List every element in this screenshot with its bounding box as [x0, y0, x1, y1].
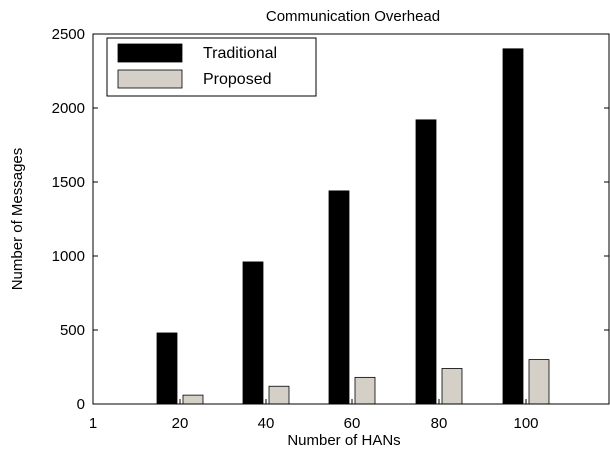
- bar-proposed-20: [182, 394, 204, 405]
- y-tick-label: 500: [60, 322, 85, 339]
- x-tick-label: 20: [172, 415, 189, 432]
- y-axis: 0 500 1000 1500 2000 2500: [52, 26, 609, 413]
- y-tick-label: 1500: [52, 174, 85, 191]
- x-tick-label: 1: [89, 415, 97, 432]
- x-tick-label: 60: [344, 415, 361, 432]
- bar-proposed-40: [268, 385, 290, 405]
- x-axis: 1 20 40 60 80 100: [89, 399, 539, 432]
- bar-traditional-80: [415, 119, 437, 405]
- y-axis-label: Number of Messages: [9, 148, 26, 291]
- bar-proposed-60: [354, 376, 376, 405]
- bar-proposed-100: [528, 359, 550, 405]
- y-tick-label: 0: [77, 396, 85, 413]
- x-axis-label: Number of HANs: [287, 432, 400, 449]
- y-tick-label: 2000: [52, 100, 85, 117]
- bar-traditional-100: [502, 48, 524, 405]
- legend-box: [106, 37, 317, 97]
- bar-traditional-60: [328, 190, 350, 405]
- legend-label-proposed: Proposed: [203, 71, 272, 88]
- bar-traditional-40: [242, 261, 264, 405]
- legend-swatch-proposed: [117, 69, 183, 89]
- legend: Traditional Proposed: [106, 37, 317, 97]
- plot-area-frame: [92, 33, 610, 405]
- x-tick-label: 40: [258, 415, 275, 432]
- x-tick-label: 100: [513, 415, 538, 432]
- bar-proposed-80: [441, 368, 463, 405]
- bar-traditional-20: [156, 332, 178, 405]
- legend-label-traditional: Traditional: [203, 45, 277, 62]
- x-tick-label: 80: [431, 415, 448, 432]
- bars-group: [156, 48, 550, 405]
- y-tick-label: 1000: [52, 248, 85, 265]
- y-tick-label: 2500: [52, 26, 85, 43]
- legend-swatch-traditional: [117, 43, 183, 63]
- chart-title: Communication Overhead: [266, 8, 440, 25]
